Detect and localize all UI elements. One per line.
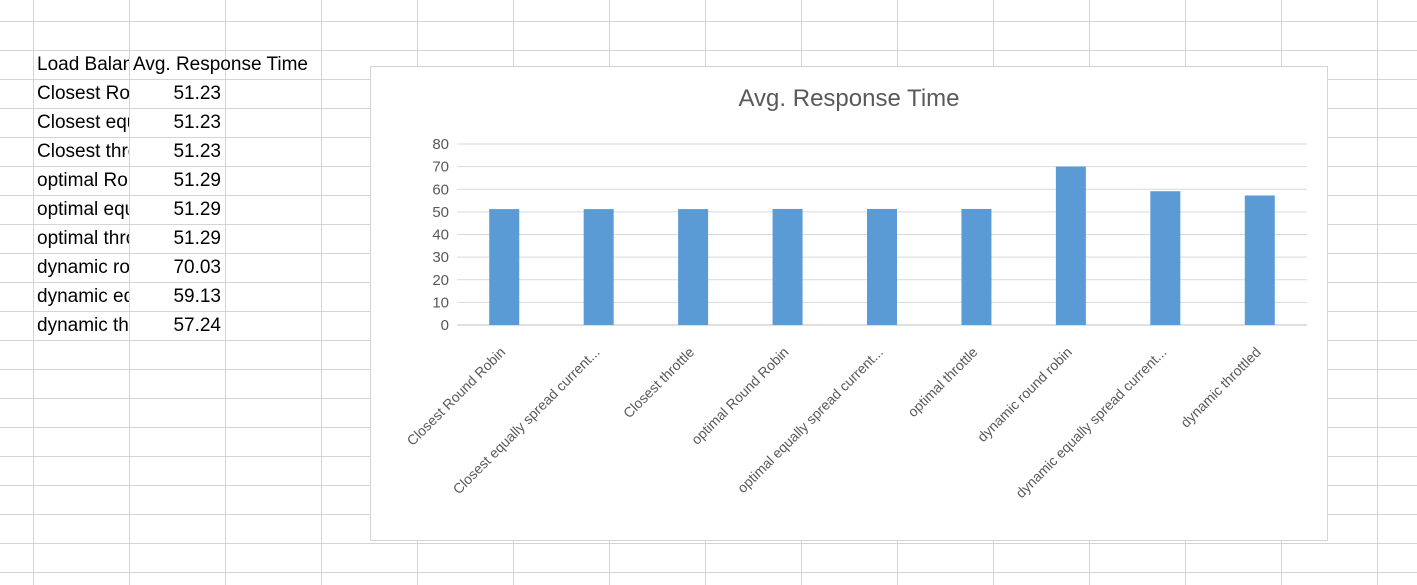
cell-response-time-value[interactable]: 51.29 xyxy=(173,170,221,191)
bar[interactable] xyxy=(1055,166,1086,325)
y-tick-label: 0 xyxy=(441,317,449,334)
cell-response-time-value[interactable]: 51.23 xyxy=(173,112,221,133)
x-category-label: Closest throttle xyxy=(620,344,697,421)
x-category-label: dynamic throttled xyxy=(1177,344,1264,431)
bar-chart[interactable]: Avg. Response Time 0 10 20 30 40 50 60 70 80 Clos… xyxy=(370,66,1328,541)
x-category-label: Closest Round Robin xyxy=(403,344,508,449)
cell-response-time-value[interactable]: 59.13 xyxy=(173,286,221,307)
bar[interactable] xyxy=(1244,195,1275,325)
cell-response-time-value[interactable]: 51.23 xyxy=(173,141,221,162)
cell-response-time-value[interactable]: 51.23 xyxy=(173,83,221,104)
bar[interactable] xyxy=(489,209,520,325)
cell-response-time-value[interactable]: 51.29 xyxy=(173,228,221,249)
cell-load-balancer-name[interactable]: optimal throttle xyxy=(37,228,129,249)
cell-load-balancer-name[interactable]: dynamic throttled xyxy=(37,315,129,336)
cell-load-balancer-name[interactable]: dynamic equally spread current load xyxy=(37,286,129,307)
y-tick-label: 30 xyxy=(432,249,449,266)
bar[interactable] xyxy=(678,209,709,325)
y-tick-label: 70 xyxy=(432,159,449,176)
x-category-label: optimal throttle xyxy=(904,344,980,420)
cell-load-balancer-name[interactable]: dynamic round robin xyxy=(37,257,129,278)
cell-load-balancer-name[interactable]: optimal equally spread current load xyxy=(37,199,129,220)
cell-load-balancer-name[interactable]: Closest equally spread current load xyxy=(37,112,129,133)
cell-response-time-value[interactable]: 51.29 xyxy=(173,199,221,220)
y-tick-label: 10 xyxy=(432,294,449,311)
y-tick-label: 60 xyxy=(432,181,449,198)
x-category-label: dynamic equally spread current... xyxy=(1012,344,1169,501)
bar[interactable] xyxy=(1150,191,1181,325)
x-category-label: Closest equally spread current... xyxy=(450,344,603,497)
bar[interactable] xyxy=(867,208,897,325)
cell-load-balancer-name[interactable]: optimal Round Robin xyxy=(37,170,129,191)
chart-title: Avg. Response Time xyxy=(738,85,960,112)
x-category-label: dynamic round robin xyxy=(974,344,1075,445)
bar[interactable] xyxy=(772,208,803,325)
cell-load-balancer-name[interactable]: Closest Round Robin xyxy=(37,83,129,104)
y-tick-label: 50 xyxy=(432,204,449,221)
header-avg-response-time[interactable]: Avg. Response Time xyxy=(133,54,308,75)
y-tick-label: 80 xyxy=(432,136,449,153)
bar[interactable] xyxy=(583,209,614,325)
cell-response-time-value[interactable]: 57.24 xyxy=(173,315,221,336)
cell-response-time-value[interactable]: 70.03 xyxy=(173,257,221,278)
cell-load-balancer-name[interactable]: Closest throttle xyxy=(37,141,129,162)
y-tick-label: 40 xyxy=(432,227,449,244)
x-category-label: optimal Round Robin xyxy=(688,344,792,448)
y-tick-label: 20 xyxy=(432,272,449,289)
header-load-balancer[interactable]: Load Balancer xyxy=(37,54,129,75)
bar[interactable] xyxy=(961,208,992,325)
